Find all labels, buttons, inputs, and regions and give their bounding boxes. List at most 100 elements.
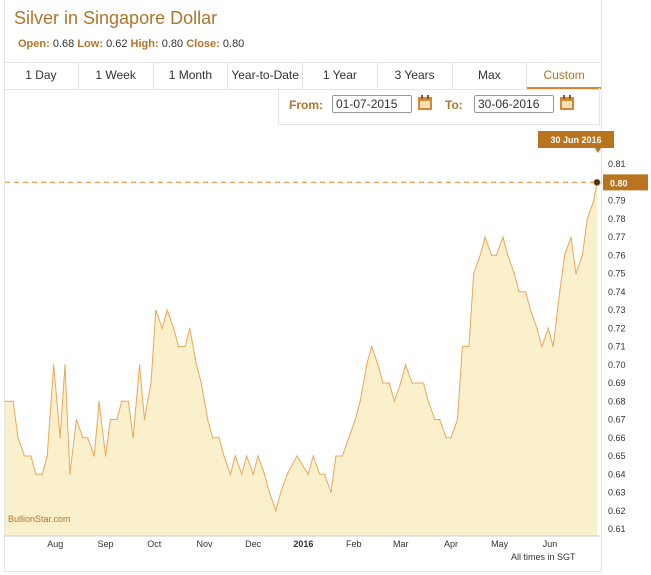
data-point (195, 364, 197, 366)
data-point (155, 309, 157, 311)
x-tick-label: Aug (47, 539, 63, 549)
data-point (280, 491, 282, 494)
y-tick-label: 0.63 (608, 488, 626, 498)
data-point (341, 455, 343, 457)
data-point (518, 291, 520, 293)
data-point (246, 455, 248, 457)
y-tick-label: 0.65 (608, 451, 626, 461)
date-tooltip-label: 30 Jun 2016 (550, 135, 601, 145)
data-point (184, 345, 186, 348)
data-point (229, 473, 232, 475)
price-area (5, 182, 597, 536)
from-date-input[interactable] (332, 95, 412, 113)
data-point (541, 345, 543, 348)
value-tooltip (603, 174, 648, 191)
tab-1-day[interactable]: 1 Day (4, 63, 79, 89)
x-tick-label: Feb (346, 539, 362, 549)
data-point (275, 510, 277, 512)
y-tick-label: 0.72 (608, 323, 626, 333)
data-point (323, 473, 326, 475)
data-point (104, 455, 107, 457)
x-tick-label: Nov (196, 539, 213, 549)
data-point (559, 291, 561, 293)
data-point (12, 400, 14, 402)
data-point (35, 473, 37, 475)
data-point (139, 364, 141, 366)
calendar-icon[interactable] (559, 95, 575, 111)
data-point (411, 382, 413, 384)
x-tick-label: Dec (245, 539, 262, 549)
data-point (173, 327, 175, 329)
data-point (468, 345, 470, 348)
to-date-input[interactable] (474, 95, 554, 113)
open-label: Open: (18, 38, 50, 50)
x-tick-label: 2016 (293, 539, 313, 549)
data-point (319, 473, 321, 475)
tab-1-week[interactable]: 1 Week (79, 63, 154, 89)
data-point (132, 437, 134, 439)
data-point (563, 254, 566, 256)
x-tick-label: Oct (147, 539, 162, 549)
data-point (529, 309, 532, 311)
chart-header: Silver in Singapore Dollar (14, 8, 217, 29)
y-axis: 0.61 0.62 0.63 0.64 0.65 0.66 0.67 0.68 0.69 0.70… (608, 159, 626, 534)
data-point (370, 345, 373, 348)
y-tick-label: 0.68 (608, 396, 626, 406)
tab-max[interactable]: Max (453, 63, 528, 89)
data-point (59, 437, 61, 439)
y-tick-label: 0.76 (608, 250, 626, 260)
data-point (257, 455, 259, 457)
tab-1-month[interactable]: 1 Month (154, 63, 229, 89)
data-point (439, 418, 441, 421)
low-label: Low: (77, 38, 103, 50)
y-tick-label: 0.81 (608, 159, 626, 169)
data-point (422, 382, 425, 384)
to-label: To: (445, 98, 463, 112)
y-tick-label: 0.61 (608, 524, 626, 534)
data-point (23, 455, 26, 457)
data-point (400, 382, 402, 384)
tab-1-year[interactable]: 1 Year (303, 63, 378, 89)
price-summary: Open: 0.68 Low: 0.62 High: 0.80 Close: 0… (18, 38, 244, 50)
data-point (596, 181, 598, 183)
data-point (98, 400, 100, 402)
y-tick-label: 0.69 (608, 378, 626, 388)
y-tick-label: 0.64 (608, 469, 626, 479)
data-point (586, 218, 588, 220)
data-point (348, 437, 350, 439)
data-point (495, 254, 498, 256)
y-tick-label: 0.74 (608, 287, 626, 297)
x-tick-label: Sep (98, 539, 114, 549)
data-point (525, 291, 527, 293)
data-point (177, 345, 180, 348)
data-point (307, 473, 309, 475)
calendar-icon[interactable] (417, 95, 433, 111)
data-point (121, 400, 123, 402)
data-point (507, 254, 509, 256)
y-tick-label: 0.62 (608, 506, 626, 516)
x-tick-label: Jun (543, 539, 558, 549)
data-point (296, 455, 298, 457)
tab-3-years[interactable]: 3 Years (378, 63, 453, 89)
data-point (405, 364, 407, 366)
y-tick-label: 0.75 (608, 269, 626, 279)
tab-custom[interactable]: Custom (527, 63, 601, 89)
tab-year-to-date[interactable]: Year-to-Date (228, 63, 303, 89)
data-point (335, 455, 337, 457)
data-point (479, 254, 481, 256)
data-point (456, 418, 459, 421)
date-range-picker: From: To: (278, 88, 600, 125)
data-point (552, 345, 554, 348)
data-point (64, 364, 66, 366)
data-point (143, 418, 146, 421)
data-point (366, 364, 368, 366)
data-point (388, 382, 390, 384)
y-tick-label: 0.79 (608, 196, 626, 206)
page-title: Silver in Singapore Dollar (14, 8, 218, 28)
data-point (547, 327, 549, 329)
data-point (416, 382, 418, 384)
data-point (87, 437, 89, 439)
x-axis: Aug Sep Oct Nov Dec 2016 Feb Mar Apr May Jun (5, 535, 600, 549)
last-value-marker: 30 Jun 2016 0.80 (538, 131, 648, 191)
